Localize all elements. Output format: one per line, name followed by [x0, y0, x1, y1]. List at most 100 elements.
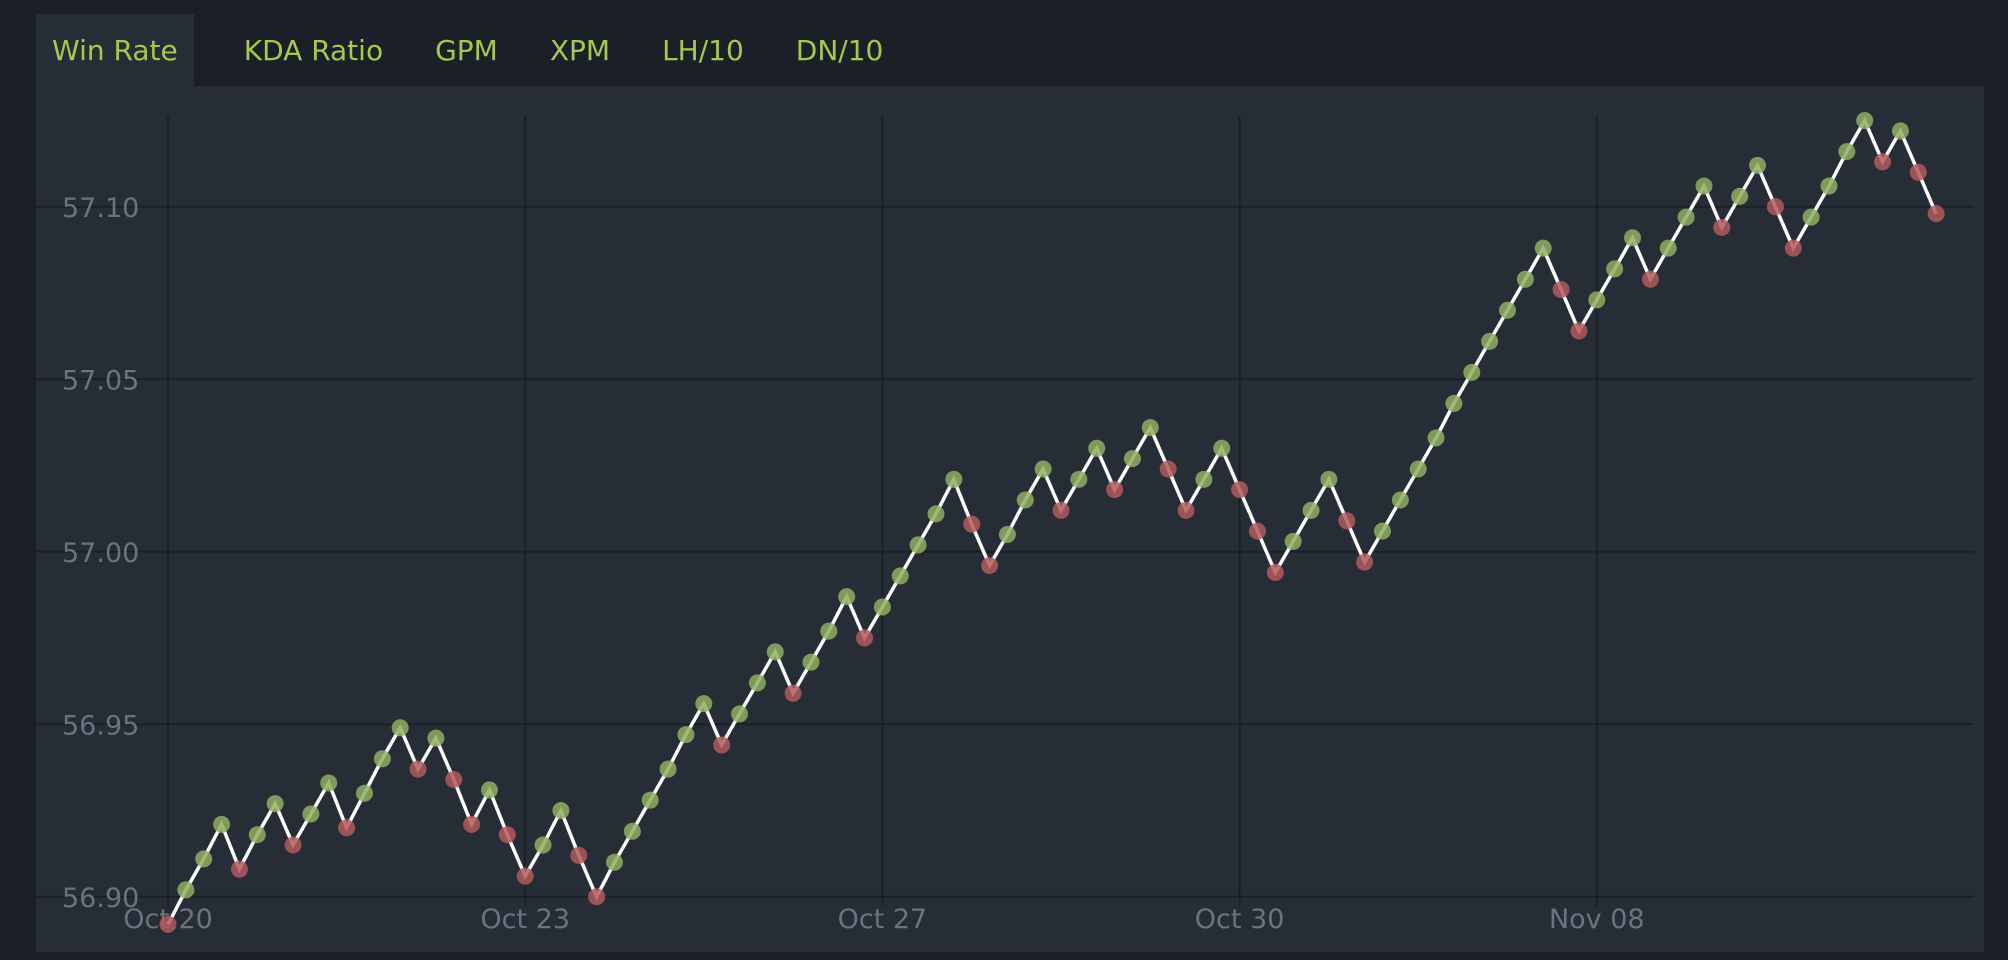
data-point-up: [248, 826, 266, 844]
data-point-up: [641, 791, 659, 809]
data-point-down: [498, 826, 516, 844]
x-tick-label: Oct 23: [480, 904, 570, 935]
data-point-up: [266, 795, 284, 813]
data-point-down: [1248, 522, 1266, 540]
data-point-down: [1159, 460, 1177, 478]
data-point-up: [1695, 177, 1713, 195]
data-point-down: [284, 836, 302, 854]
data-point-up: [1195, 470, 1213, 488]
data-point-up: [802, 653, 820, 671]
data-point-down: [1784, 239, 1802, 257]
data-point-down: [856, 629, 874, 647]
data-point-up: [534, 836, 552, 854]
data-point-up: [1445, 394, 1463, 412]
x-axis-labels: Oct 20 Oct 23 Oct 27 Oct 30 Nov 08: [123, 904, 1644, 935]
series-line: [166, 116, 1938, 926]
data-point-down: [1266, 563, 1284, 581]
chart-panel: 56.90 56.95 57.00 57.05 57.10 Oct 20 Oct 23 Oc…: [36, 86, 1984, 952]
data-point-down: [1927, 205, 1945, 223]
data-point-down: [1570, 322, 1588, 340]
tab-gpm[interactable]: GPM: [435, 33, 498, 67]
data-point-down: [981, 557, 999, 575]
data-point-up: [1409, 460, 1427, 478]
data-point-up: [820, 622, 838, 640]
data-point-down: [338, 819, 356, 837]
data-point-up: [1677, 208, 1695, 226]
data-point-up: [998, 526, 1016, 544]
data-point-up: [1516, 270, 1534, 288]
data-point-up: [1856, 112, 1874, 130]
data-point-up: [1838, 143, 1856, 161]
data-point-up: [909, 536, 927, 554]
data-point-down: [516, 867, 534, 885]
data-point-up: [1499, 301, 1516, 319]
data-point-up: [1016, 491, 1034, 509]
data-point-up: [1213, 439, 1231, 457]
data-point-up: [1891, 122, 1909, 140]
tab-xpm[interactable]: XPM: [549, 33, 611, 67]
data-point-down: [1231, 481, 1249, 499]
grid-lines: [36, 116, 1974, 906]
data-point-down: [784, 684, 802, 702]
data-point-up: [1659, 239, 1677, 257]
data-point-down: [588, 888, 606, 906]
win-rate-series: [166, 116, 1938, 926]
data-point-up: [891, 567, 909, 585]
data-point-up: [1088, 439, 1106, 457]
x-tick-label: Nov 08: [1549, 904, 1645, 935]
data-point-down: [1552, 281, 1570, 299]
data-point-up: [1284, 532, 1302, 550]
data-point-up: [1802, 208, 1820, 226]
data-point-up: [1123, 450, 1141, 468]
data-point-up: [177, 881, 195, 899]
metric-tabs: Win Rate KDA Ratio GPM XPM LH/10 DN/10: [36, 14, 909, 86]
tab-dn-10[interactable]: DN/10: [795, 33, 884, 67]
data-point-down: [1641, 270, 1659, 288]
data-point-up: [1624, 229, 1642, 247]
y-tick-label: 57.10: [62, 193, 139, 224]
data-point-up: [766, 643, 784, 661]
data-point-down: [1909, 163, 1927, 181]
data-point-down: [159, 915, 177, 933]
data-point-up: [731, 705, 749, 723]
data-point-up: [606, 853, 623, 871]
data-point-down: [570, 846, 588, 864]
data-point-down: [1052, 501, 1070, 519]
tab-lh-10[interactable]: LH/10: [662, 33, 744, 67]
data-point-up: [695, 695, 713, 713]
x-tick-label: Oct 30: [1195, 904, 1285, 935]
data-point-down: [463, 815, 481, 833]
data-point-up: [1427, 429, 1445, 447]
data-point-down: [1356, 553, 1374, 571]
data-point-up: [623, 822, 641, 840]
data-point-up: [373, 750, 391, 768]
tab-kda-ratio[interactable]: KDA Ratio: [243, 33, 384, 67]
data-point-up: [927, 505, 945, 523]
data-point-down: [1106, 481, 1124, 499]
data-point-up: [1731, 187, 1749, 205]
data-point-down: [1338, 512, 1356, 530]
y-tick-label: 56.90: [62, 883, 139, 914]
tab-win-rate[interactable]: Win Rate: [36, 14, 194, 86]
data-point-up: [480, 781, 498, 799]
data-point-up: [1606, 260, 1624, 278]
data-point-up: [677, 726, 695, 744]
data-point-down: [1874, 153, 1892, 171]
y-tick-label: 57.00: [62, 538, 139, 569]
data-point-down: [1766, 198, 1784, 216]
data-point-up: [1588, 291, 1606, 309]
data-point-down: [445, 770, 463, 788]
data-point-up: [1070, 470, 1088, 488]
data-point-up: [320, 774, 338, 792]
series-markers: [159, 112, 1945, 933]
data-point-down: [1713, 218, 1731, 236]
data-point-up: [1034, 460, 1052, 478]
y-tick-label: 56.95: [62, 710, 139, 741]
data-point-up: [355, 784, 373, 802]
data-point-up: [659, 760, 677, 778]
data-point-up: [1302, 501, 1320, 519]
data-point-up: [213, 815, 231, 833]
data-point-up: [873, 598, 891, 616]
data-point-up: [1141, 419, 1159, 437]
